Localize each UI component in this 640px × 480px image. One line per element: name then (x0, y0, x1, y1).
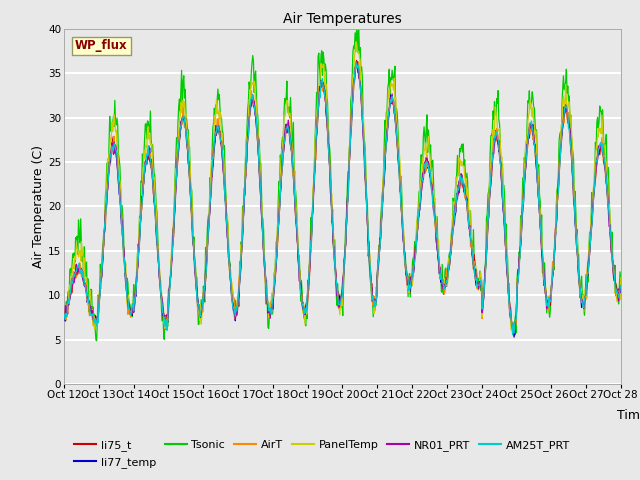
PanelTemp (509, 328, 516, 334)
li75_t (228, 291, 236, 297)
Tsonic (228, 286, 236, 292)
li77_temp (510, 334, 518, 340)
Tsonic (256, 159, 264, 165)
AM25T_PRT (401, 250, 408, 256)
AirT (228, 289, 236, 295)
AirT (511, 326, 518, 332)
AirT (276, 183, 284, 189)
li75_t (60, 310, 68, 316)
Tsonic (126, 302, 134, 308)
Line: Tsonic: Tsonic (64, 25, 621, 341)
li75_t (511, 332, 518, 338)
li75_t (617, 282, 625, 288)
Tsonic (93, 338, 100, 344)
AirT (60, 308, 68, 313)
PanelTemp (255, 146, 263, 152)
PanelTemp (276, 173, 284, 179)
Tsonic (617, 282, 625, 288)
AM25T_PRT (617, 283, 625, 288)
PanelTemp (60, 314, 68, 320)
PanelTemp (352, 39, 360, 45)
li75_t (276, 193, 284, 199)
PanelTemp (432, 217, 440, 223)
AM25T_PRT (432, 224, 440, 229)
Tsonic (277, 163, 285, 169)
NR01_PRT (353, 59, 361, 65)
Tsonic (60, 296, 68, 301)
Line: AM25T_PRT: AM25T_PRT (64, 63, 621, 335)
NR01_PRT (60, 314, 68, 320)
NR01_PRT (276, 189, 284, 194)
li75_t (353, 58, 360, 63)
X-axis label: Time: Time (616, 409, 640, 422)
li77_temp (228, 289, 236, 295)
PanelTemp (228, 279, 236, 285)
li75_t (255, 168, 263, 174)
AM25T_PRT (509, 332, 516, 338)
Y-axis label: Air Temperature (C): Air Temperature (C) (32, 145, 45, 268)
AM25T_PRT (228, 295, 236, 300)
NR01_PRT (432, 221, 440, 227)
li75_t (401, 253, 408, 259)
Line: AirT: AirT (64, 61, 621, 329)
NR01_PRT (617, 283, 625, 288)
Tsonic (355, 23, 363, 28)
Line: NR01_PRT: NR01_PRT (64, 62, 621, 334)
Line: PanelTemp: PanelTemp (64, 42, 621, 331)
li77_temp (255, 169, 263, 175)
NR01_PRT (125, 303, 133, 309)
li75_t (125, 303, 133, 309)
Tsonic (433, 240, 440, 246)
AM25T_PRT (125, 305, 133, 311)
li75_t (432, 225, 440, 230)
Legend: li75_t, li77_temp, Tsonic, AirT, PanelTemp, NR01_PRT, AM25T_PRT: li75_t, li77_temp, Tsonic, AirT, PanelTe… (70, 436, 574, 472)
Tsonic (401, 250, 409, 256)
PanelTemp (125, 306, 133, 312)
NR01_PRT (511, 331, 518, 336)
AirT (125, 310, 133, 315)
AirT (401, 251, 408, 257)
Line: li77_temp: li77_temp (64, 62, 621, 337)
AM25T_PRT (276, 191, 284, 196)
AirT (255, 170, 263, 176)
AirT (352, 59, 360, 64)
Line: li75_t: li75_t (64, 60, 621, 335)
li77_temp (276, 191, 284, 196)
li77_temp (617, 289, 625, 295)
NR01_PRT (401, 252, 408, 257)
PanelTemp (617, 275, 625, 280)
AirT (432, 229, 440, 235)
li77_temp (125, 306, 133, 312)
li77_temp (401, 248, 408, 254)
AM25T_PRT (255, 166, 263, 172)
Text: WP_flux: WP_flux (75, 39, 128, 52)
NR01_PRT (255, 164, 263, 170)
Title: Air Temperatures: Air Temperatures (283, 12, 402, 26)
AM25T_PRT (352, 60, 360, 66)
AM25T_PRT (60, 317, 68, 323)
PanelTemp (401, 258, 408, 264)
AirT (617, 282, 625, 288)
NR01_PRT (228, 295, 236, 301)
li77_temp (353, 59, 361, 65)
li77_temp (432, 221, 440, 227)
li77_temp (60, 317, 68, 323)
